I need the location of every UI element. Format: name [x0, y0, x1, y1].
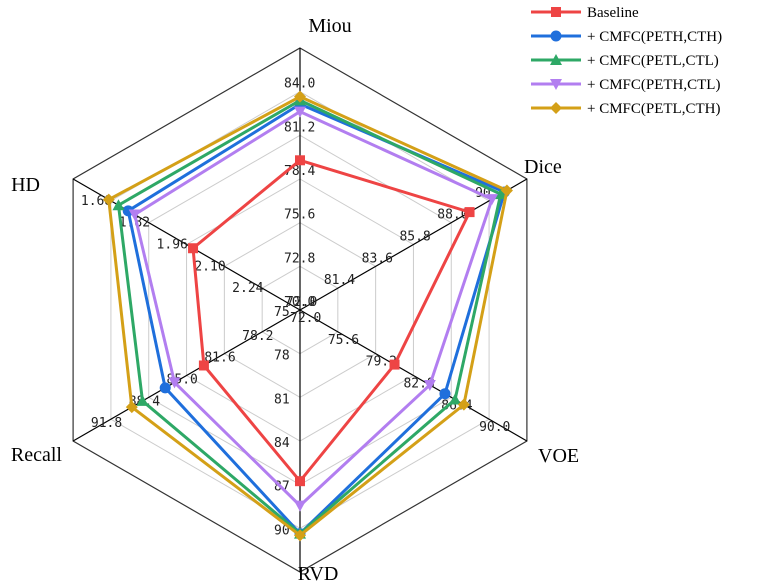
data-point: [439, 388, 451, 400]
tick-label: 1.82: [119, 216, 150, 231]
data-point: [128, 209, 141, 221]
legend-label: + CMFC(PETL,CTH): [587, 101, 720, 117]
axis-line: [299, 178, 528, 311]
data-point: [551, 7, 561, 17]
legend-label: + CMFC(PETH,CTH): [587, 29, 722, 45]
tick-label: 90.0: [479, 420, 510, 435]
legend: Baseline + CMFC(PETH,CTH) + CMFC(PETL,CTL)…: [531, 5, 722, 117]
legend-entry: Baseline: [531, 5, 639, 21]
legend-entry: + CMFC(PETH,CTH): [531, 29, 722, 45]
axis-label-recall: Recall: [11, 444, 63, 466]
legend-entry: + CMFC(PETH,CTL): [531, 77, 720, 93]
series--cmfc-petl-cth-: [102, 90, 513, 542]
data-point: [294, 106, 306, 118]
tick-label: 70.0: [284, 295, 315, 310]
axis-label-miou: Miou: [308, 15, 351, 37]
data-point: [550, 54, 562, 65]
legend-label: Baseline: [587, 5, 639, 21]
data-point: [168, 377, 181, 389]
tick-label: 81: [274, 392, 290, 407]
data-point: [550, 102, 562, 114]
axis-line: [72, 309, 301, 442]
legend-entry: + CMFC(PETL,CTH): [531, 101, 720, 117]
tick-label: 81.4: [324, 273, 355, 288]
tick-label: 85.8: [399, 230, 430, 245]
axis-line: [299, 309, 528, 442]
data-point: [550, 30, 562, 42]
tick-label: 72.8: [284, 251, 315, 266]
tick-label: 78: [274, 349, 290, 364]
axis-label-dice: Dice: [524, 156, 562, 178]
data-series: [102, 90, 513, 542]
data-point: [136, 394, 149, 406]
tick-label: 2.10: [194, 259, 225, 274]
tick-label: 91.8: [91, 416, 122, 431]
tick-label: 84: [274, 436, 290, 451]
data-point: [112, 199, 125, 211]
tick-label: 72.0: [290, 311, 321, 326]
data-point: [485, 194, 498, 206]
data-point: [295, 155, 305, 166]
data-point: [102, 193, 115, 206]
data-point: [449, 393, 462, 405]
data-point: [294, 529, 306, 542]
data-point: [188, 243, 199, 254]
tick-label: 75.6: [284, 208, 315, 223]
data-point: [500, 184, 513, 197]
data-point: [125, 401, 138, 414]
tick-label: 79.2: [366, 355, 397, 370]
tick-label: 75.6: [328, 333, 359, 348]
tick-label: 75: [274, 305, 290, 320]
data-point: [389, 359, 400, 370]
data-point: [464, 207, 475, 218]
tick-label: 78.2: [242, 329, 273, 344]
tick-label: 1.96: [157, 238, 188, 253]
data-point: [294, 90, 306, 103]
tick-label: 88.0: [437, 208, 468, 223]
axis-label-voe: VOE: [538, 445, 579, 467]
data-point: [550, 79, 562, 90]
axis-label-rvd: RVD: [298, 563, 339, 582]
tick-label: 2.24: [232, 281, 263, 296]
data-point: [423, 379, 436, 391]
axis-labels: Miou Dice VOE RVD Recall HD: [11, 15, 579, 582]
legend-label: + CMFC(PETL,CTL): [587, 53, 719, 69]
axis-label-hd: HD: [11, 174, 40, 196]
data-point: [494, 188, 507, 200]
legend-label: + CMFC(PETH,CTL): [587, 77, 720, 93]
tick-label: 84.0: [284, 77, 315, 92]
tick-label: 83.6: [362, 251, 393, 266]
data-point: [295, 476, 305, 487]
tick-label: 72.0: [286, 295, 317, 310]
tick-label: 1.68: [81, 194, 112, 209]
tick-label: 90: [274, 523, 290, 538]
tick-label: 81.2: [284, 120, 315, 135]
series--cmfc-peth-ctl-: [128, 106, 498, 512]
data-point: [198, 360, 209, 371]
legend-entry: + CMFC(PETL,CTL): [531, 53, 719, 69]
tick-label: 81.6: [204, 351, 235, 366]
data-point: [294, 500, 306, 512]
data-point: [159, 382, 171, 394]
series-baseline: [188, 155, 475, 487]
tick-labels: 70.072.875.678.481.284.072.081.483.685.8…: [81, 77, 510, 539]
data-point: [457, 398, 470, 411]
